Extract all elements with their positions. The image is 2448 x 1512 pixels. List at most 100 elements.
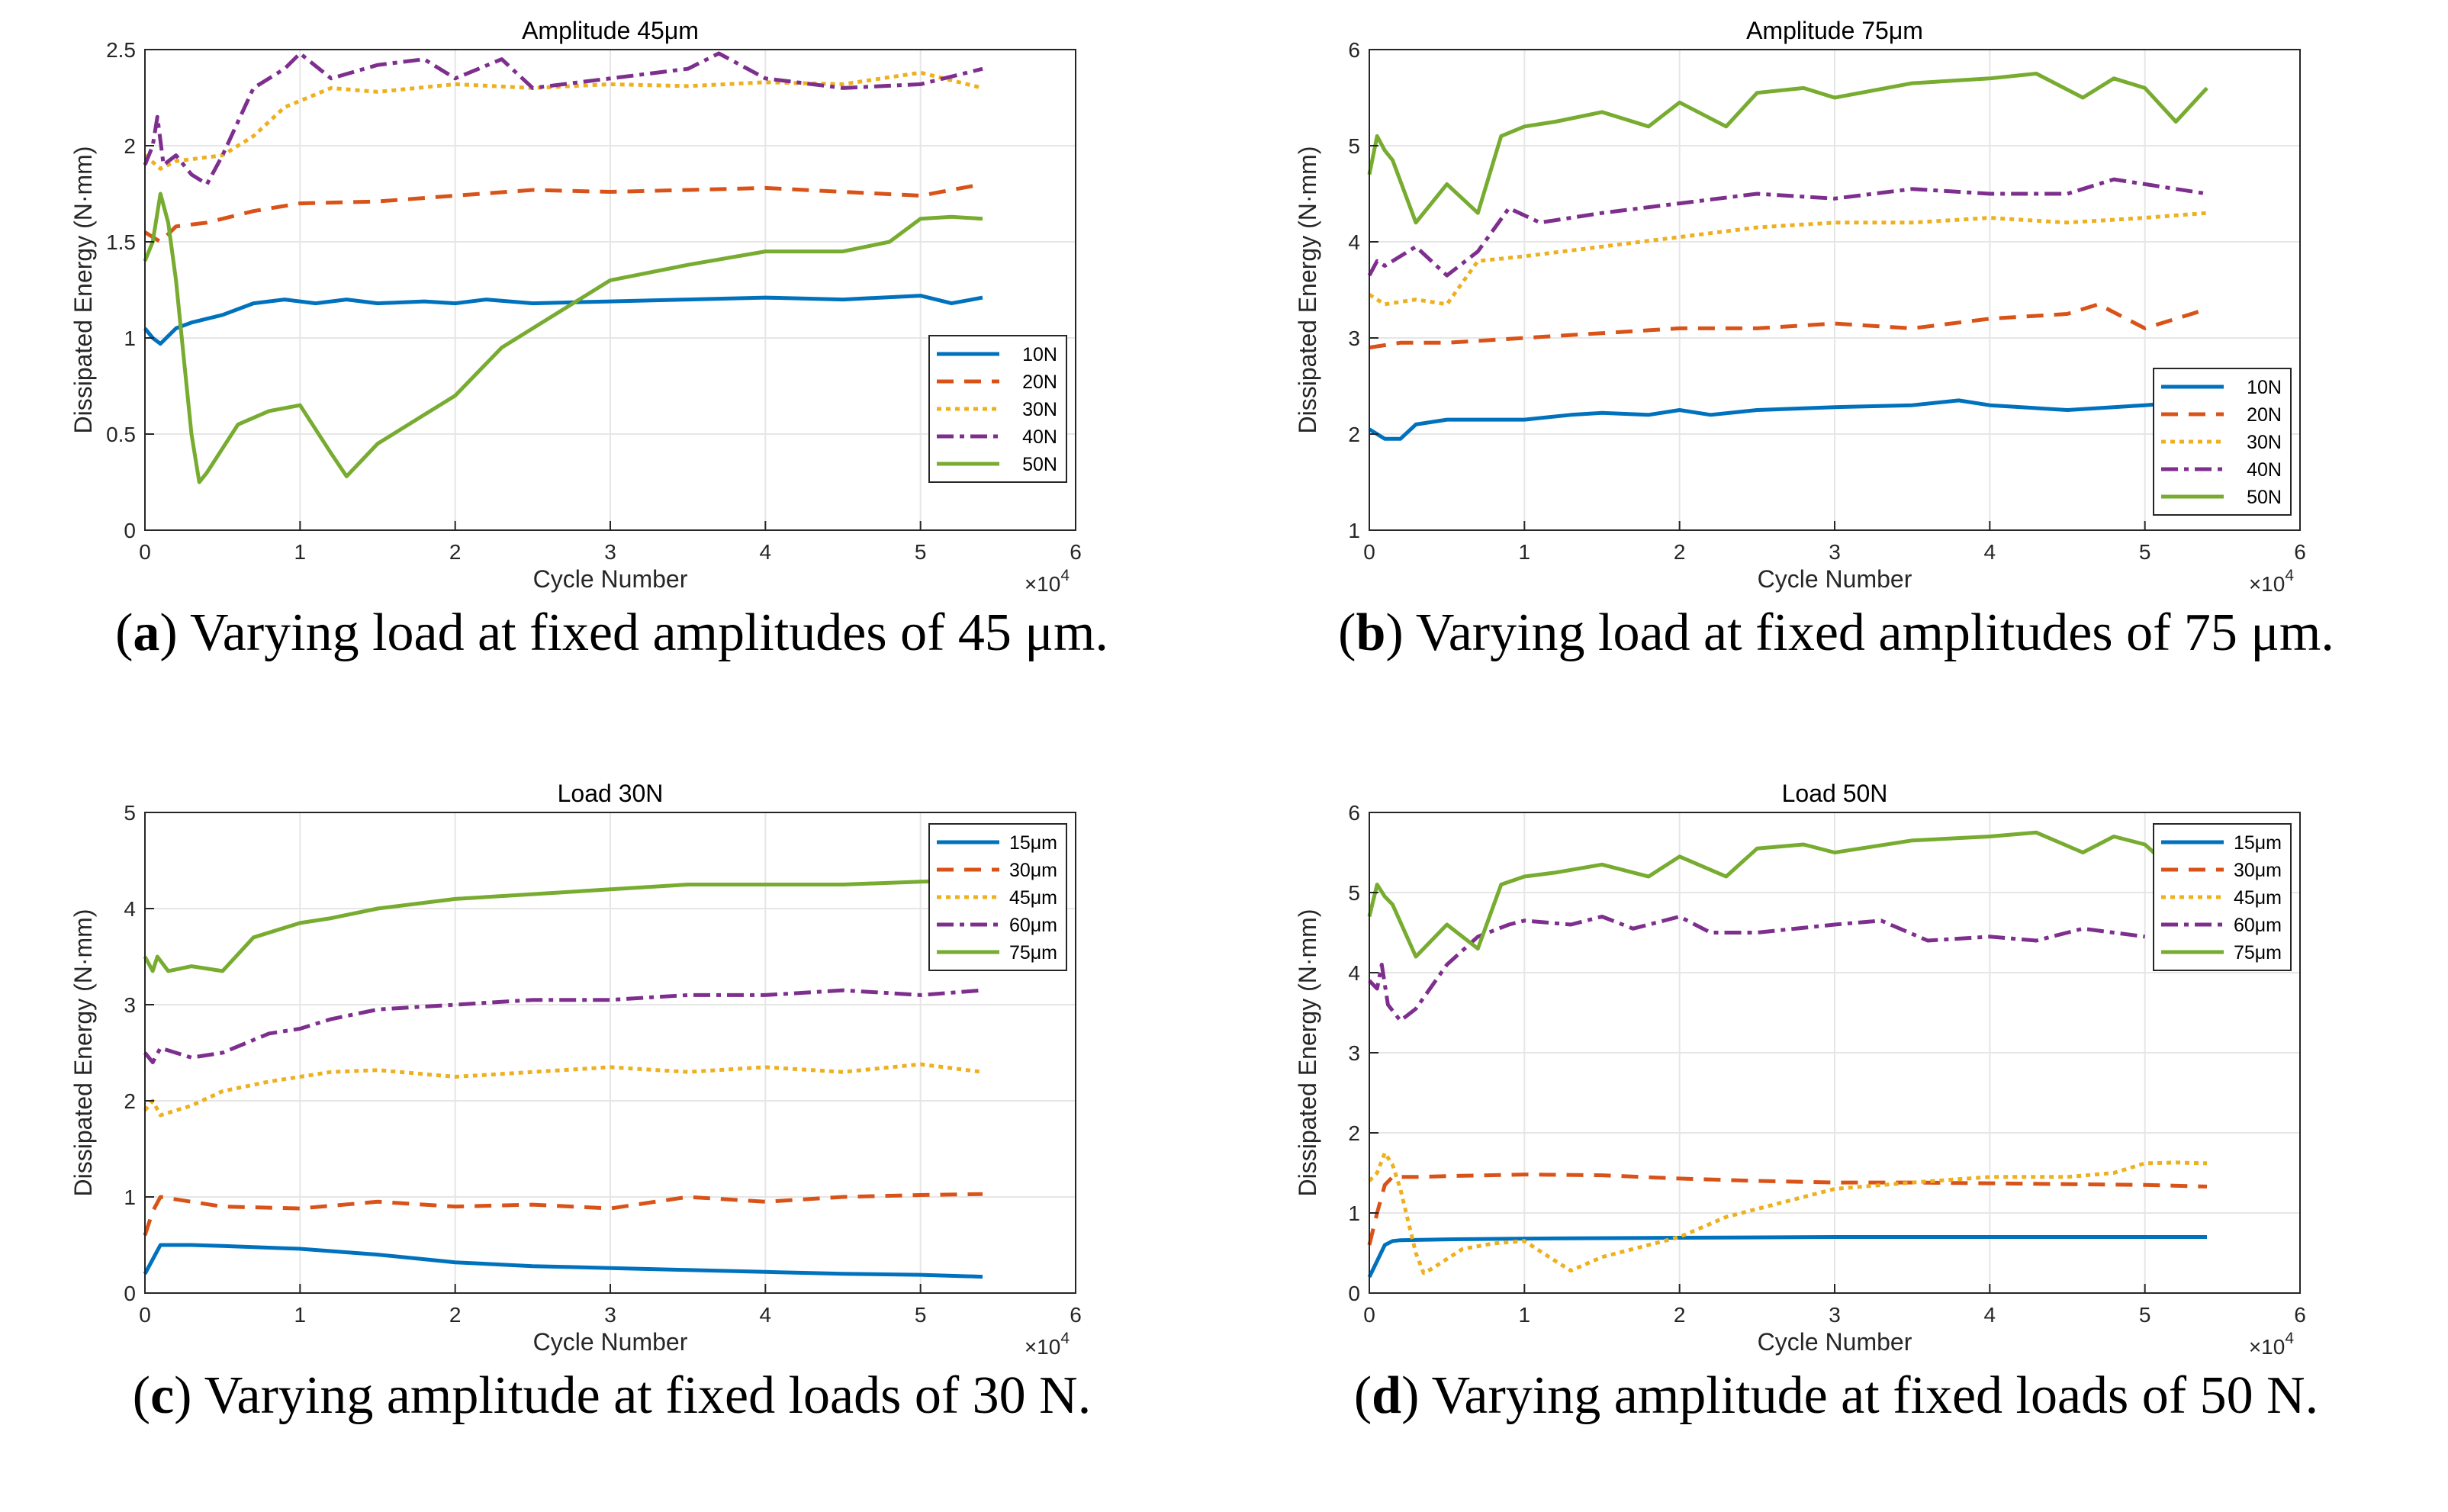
series-line-50N bbox=[143, 191, 983, 484]
y-tick-label: 0 bbox=[1348, 1282, 1360, 1305]
y-axis-label: Dissipated Energy (N·mm) bbox=[69, 909, 97, 1197]
series-line-50N bbox=[1367, 72, 2208, 225]
y-tick-label: 0 bbox=[124, 519, 136, 542]
x-tick-label: 2 bbox=[449, 1303, 462, 1327]
x-tick-label: 1 bbox=[1519, 540, 1531, 564]
legend-entry: 40N bbox=[2247, 459, 2282, 481]
x-tick-label: 1 bbox=[294, 1303, 307, 1327]
y-tick-label: 5 bbox=[1348, 134, 1360, 158]
series-line-30μm bbox=[1367, 1173, 2208, 1246]
figure-caption: (b) Varying load at fixed amplitudes of … bbox=[1338, 603, 2334, 662]
x-tick-label: 2 bbox=[449, 540, 462, 564]
series-line-10N bbox=[1368, 398, 2208, 441]
chart-svg: 0 1 2 3 4 5 6 0 0.5 1 1.5 2 2.5 ×104 Amplitude 45μm Cyc… bbox=[69, 17, 1082, 596]
legend-entry: 45μm bbox=[2234, 887, 2282, 909]
legend: 15μm 30μm 45μm 60μm 75μm bbox=[2153, 823, 2292, 971]
y-tick-label: 1.5 bbox=[106, 230, 136, 254]
x-tick-label: 0 bbox=[139, 1303, 151, 1327]
y-tick-label: 6 bbox=[1348, 801, 1360, 825]
x-tick-label: 3 bbox=[604, 540, 616, 564]
caption-text: Varying load at fixed amplitudes of 45 μ… bbox=[189, 603, 1108, 662]
x-axis-label: Cycle Number bbox=[533, 1328, 688, 1356]
x-tick-label: 5 bbox=[2139, 1303, 2151, 1327]
x-axis-label: Cycle Number bbox=[1758, 565, 1912, 593]
x-tick-label: 3 bbox=[1829, 1303, 1841, 1327]
caption-text: Varying amplitude at fixed loads of 30 N… bbox=[204, 1366, 1092, 1425]
y-tick-label: 1 bbox=[124, 327, 136, 350]
x-axis-label: Cycle Number bbox=[533, 565, 688, 593]
legend-entry: 10N bbox=[2247, 377, 2282, 398]
x-tick-label: 0 bbox=[1363, 540, 1375, 564]
caption-text: Varying load at fixed amplitudes of 75 μ… bbox=[1415, 603, 2334, 662]
legend-entry: 75μm bbox=[2234, 942, 2282, 963]
x-tick-label: 2 bbox=[1674, 540, 1686, 564]
x-tick-label: 3 bbox=[604, 1303, 616, 1327]
chart-panel-c: 0 1 2 3 4 5 6 0 1 2 3 4 5 ×104 Load 30N Cycle Number Dis… bbox=[0, 763, 1224, 1512]
legend-entry: 30μm bbox=[2234, 860, 2282, 881]
x-tick-label: 5 bbox=[2139, 540, 2151, 564]
chart-panel-b: 0 1 2 3 4 5 6 1 2 3 4 5 6 ×104 Amplitude 75μm Cycle Num… bbox=[1224, 0, 2448, 749]
legend: 10N 20N 30N 40N 50N bbox=[2153, 368, 2292, 516]
y-tick-label: 4 bbox=[1348, 961, 1360, 985]
legend-box bbox=[928, 335, 1067, 483]
series-line-40N bbox=[143, 51, 983, 186]
legend-box bbox=[928, 823, 1067, 971]
legend-entry: 50N bbox=[2247, 487, 2282, 508]
y-tick-label: 6 bbox=[1348, 38, 1360, 62]
y-tick-label: 2.5 bbox=[106, 38, 136, 62]
y-axis-label: Dissipated Energy (N·mm) bbox=[69, 146, 97, 434]
caption-label: b bbox=[1356, 603, 1386, 662]
legend-entry: 45μm bbox=[1009, 887, 1057, 909]
caption-label: c bbox=[150, 1366, 175, 1425]
chart-title: Amplitude 75μm bbox=[1746, 17, 1923, 44]
x-tick-label: 4 bbox=[760, 1303, 772, 1327]
y-tick-label: 2 bbox=[124, 134, 136, 158]
y-tick-label: 3 bbox=[1348, 327, 1360, 350]
y-tick-label: 2 bbox=[124, 1089, 136, 1113]
x-tick-label: 1 bbox=[1519, 1303, 1531, 1327]
x-exponent-label: ×104 bbox=[2249, 567, 2295, 596]
legend-entry: 10N bbox=[1022, 344, 1057, 365]
chart-panel-d: 0 1 2 3 4 5 6 0 1 2 3 4 5 6 ×104 Load 50N Cycle Number Di… bbox=[1224, 763, 2448, 1512]
x-exponent-label: ×104 bbox=[1025, 567, 1070, 596]
caption-label: a bbox=[133, 603, 160, 662]
series-line-30μm bbox=[143, 1192, 983, 1237]
x-tick-label: 1 bbox=[294, 540, 307, 564]
legend-entry: 30μm bbox=[1009, 860, 1057, 881]
x-tick-label: 0 bbox=[1363, 1303, 1375, 1327]
y-tick-label: 5 bbox=[124, 801, 136, 825]
legend-entry: 15μm bbox=[2234, 832, 2282, 854]
series-line-45μm bbox=[1368, 1150, 2208, 1276]
figure-caption: (c) Varying amplitude at fixed loads of … bbox=[132, 1366, 1092, 1425]
chart-svg: 0 1 2 3 4 5 6 0 1 2 3 4 5 ×104 Load 30N Cycle Number Dis… bbox=[69, 780, 1082, 1359]
x-tick-label: 4 bbox=[1984, 540, 1996, 564]
caption-label: d bbox=[1372, 1366, 1402, 1425]
y-axis-label: Dissipated Energy (N·mm) bbox=[1294, 146, 1321, 434]
figure-caption: (d) Varying amplitude at fixed loads of … bbox=[1353, 1366, 2319, 1425]
series-line-15μm bbox=[1367, 1235, 2207, 1279]
y-tick-label: 3 bbox=[124, 993, 136, 1017]
legend-box bbox=[2153, 823, 2292, 971]
legend-entry: 75μm bbox=[1009, 942, 1057, 963]
chart-title: Load 50N bbox=[1782, 780, 1888, 807]
x-tick-label: 6 bbox=[2294, 1303, 2306, 1327]
y-tick-label: 4 bbox=[1348, 230, 1360, 254]
y-tick-label: 3 bbox=[1348, 1041, 1360, 1065]
y-tick-label: 2 bbox=[1348, 423, 1360, 446]
legend: 15μm 30μm 45μm 60μm 75μm bbox=[928, 823, 1067, 971]
legend-entry: 20N bbox=[1022, 372, 1057, 393]
y-tick-label: 1 bbox=[124, 1185, 136, 1209]
chart-svg: 0 1 2 3 4 5 6 0 1 2 3 4 5 6 ×104 Load 50N Cycle Number Di… bbox=[1294, 780, 2306, 1359]
y-tick-label: 4 bbox=[124, 897, 136, 921]
series-line-30N bbox=[1368, 211, 2208, 307]
y-axis-label: Dissipated Energy (N·mm) bbox=[1294, 909, 1321, 1197]
legend-box bbox=[2153, 368, 2292, 516]
x-tick-label: 0 bbox=[139, 540, 151, 564]
legend-entry: 15μm bbox=[1009, 832, 1057, 854]
y-tick-label: 1 bbox=[1348, 1202, 1360, 1225]
series-line-20N bbox=[1369, 302, 2208, 350]
legend-entry: 50N bbox=[1022, 454, 1057, 475]
legend-entry: 60μm bbox=[2234, 915, 2282, 936]
x-tick-label: 6 bbox=[2294, 540, 2306, 564]
